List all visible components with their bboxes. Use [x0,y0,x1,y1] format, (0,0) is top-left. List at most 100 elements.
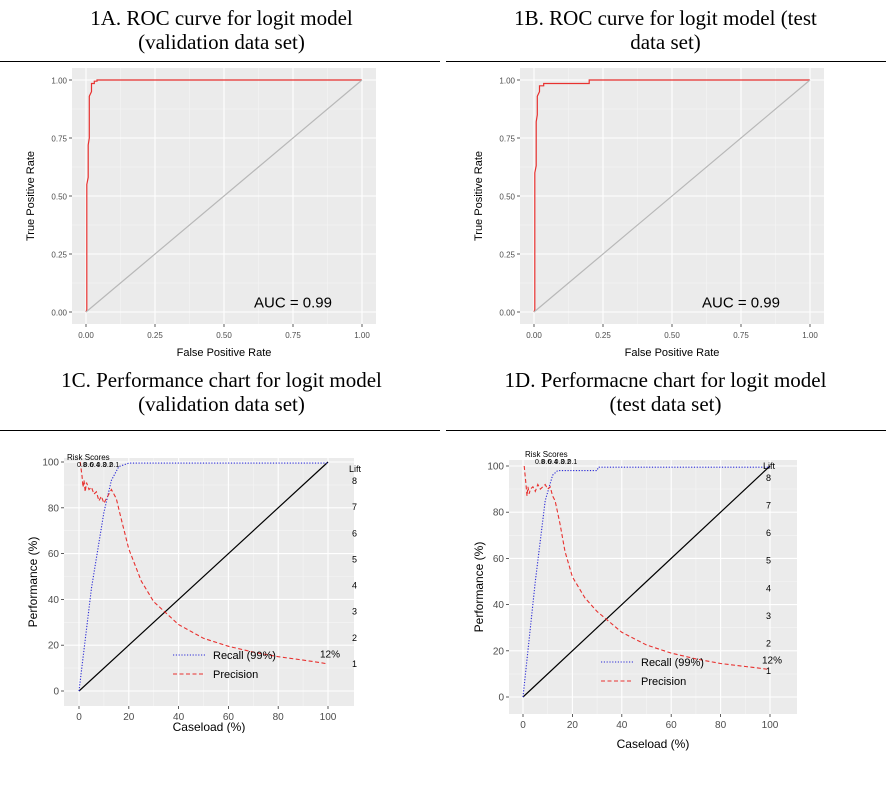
roc-a-roc-curve [85,79,362,313]
perf-d-xtick-label: 0 [520,720,526,731]
perf-d-lift-tick: 5 [766,556,771,566]
perf-c-risk-score: 0.4 [90,462,100,469]
perf-d-random-line [522,465,771,698]
perf-d-ytick-label: 60 [493,554,505,565]
perf-d-end-label: 12% [762,655,782,666]
roc-b-xtick-label: 0.75 [733,331,749,340]
roc-b-diagonal-line [533,79,811,313]
perf-c-lift-tick: 8 [352,476,357,486]
roc-a-x-axis-label: False Positive Rate [177,347,272,359]
perf-c-panel [64,458,354,706]
roc-b-ytick-label: 0.50 [499,193,515,202]
perf-d-risk-score: 0.4 [548,459,558,466]
perf-c-xtick-label: 20 [123,712,135,723]
perf-c-ytick-label: 0 [53,687,59,698]
roc-b-x-axis-label: False Positive Rate [625,347,720,359]
perf-c-ytick-label: 100 [42,458,59,469]
perf-d-risk-score: 0.1 [568,459,578,466]
roc-a-diagonal-line [85,79,363,313]
perf-d-ytick-label: 100 [487,462,504,473]
roc-b-ytick-label: 1.00 [499,77,515,86]
roc-b-ytick-label: 0.25 [499,251,515,260]
rule-mid-left [0,430,440,431]
caption-1d-line2: (test data set) [609,392,722,416]
perf-d-ytick-label: 80 [493,508,505,519]
perf-c-ytick-label: 40 [48,595,60,606]
perf-c-ytick-label: 20 [48,641,60,652]
caption-1a-line1: 1A. ROC curve for logit model [90,6,353,30]
perf-c-lift-label: Lift [349,464,362,474]
roc-b-auc-label: AUC = 0.99 [702,294,780,311]
perf-c-lift-tick: 1 [352,659,357,669]
perf-c-xtick-label: 100 [320,712,337,723]
caption-1b-line2: data set) [630,30,701,54]
perf-d-ytick-label: 0 [498,693,504,704]
perf-d-risk-score: 0.3 [555,459,565,466]
roc-a-xtick-label: 0.00 [78,331,94,340]
roc-b-xtick-label: 0.50 [664,331,680,340]
perf-c-y-axis-label: Performance (%) [26,537,40,628]
roc-a-xtick-label: 1.00 [354,331,370,340]
perf-d-x-axis-label: Caseload (%) [617,737,690,751]
roc-b-xtick-label: 1.00 [802,331,818,340]
perf-c-legend-precision-label: Precision [213,669,258,681]
roc-b-ytick-label: 0.75 [499,135,515,144]
perf-c-ytick-label: 80 [48,503,60,514]
perf-d-panel [509,460,797,714]
roc-a-ytick-label: 0.50 [51,193,67,202]
perf-d-lift-label: Lift [763,461,776,471]
roc-a-xtick-label: 0.75 [285,331,301,340]
rule-top-left [0,61,440,62]
perf-d-lift-tick: 3 [766,611,771,621]
perf-c-legend-recall-label: Recall (99%) [213,650,276,662]
perf-c-series-precision [79,461,326,665]
perf-c-xtick-label: 40 [173,712,185,723]
perf-c-lift-tick: 2 [352,633,357,643]
perf-d-risk-scores-label: Risk Scores [525,450,568,459]
caption-1d: 1D. Performacne chart for logit model (t… [444,368,887,416]
performance-chart-validation: 0 20 40 60 80 100 0 20 40 60 80 100 Caseload (%) Perf… [26,453,362,733]
perf-c-xtick-label: 0 [76,712,82,723]
perf-d-lift-tick: 1 [766,666,771,676]
caption-1b: 1B. ROC curve for logit model (test data… [444,6,887,54]
perf-c-risk-score: 0.3 [97,462,107,469]
caption-1d-line1: 1D. Performacne chart for logit model [504,368,827,392]
perf-c-xtick-label: 80 [273,712,285,723]
caption-1a: 1A. ROC curve for logit model (validatio… [0,6,443,54]
perf-c-risk-scores-label: Risk Scores [67,453,110,462]
roc-b-roc-curve [533,79,810,313]
roc-a-xtick-label: 0.50 [216,331,232,340]
perf-d-lift-tick: 4 [766,583,771,593]
perf-c-lift-tick: 4 [352,581,357,591]
caption-1c-line2: (validation data set) [138,392,305,416]
perf-d-series-recall [522,466,770,698]
caption-1b-line1: 1B. ROC curve for logit model (test [514,6,817,30]
perf-d-legend-recall-label: Recall (99%) [641,657,704,669]
perf-d-lift-tick: 2 [766,638,771,648]
perf-d-risk-score: 0.6 [542,459,552,466]
roc-a-y-axis-label: True Positive Rate [25,151,37,241]
perf-c-risk-score: 0.1 [110,462,120,469]
roc-b-y-axis-label: True Positive Rate [473,151,485,241]
roc-a-ytick-label: 0.25 [51,251,67,260]
perf-c-x-axis-label: Caseload (%) [173,720,246,733]
perf-d-lift-tick: 8 [766,473,771,483]
caption-1c-line1: 1C. Performance chart for logit model [61,368,382,392]
perf-c-lift-tick: 6 [352,528,357,538]
rule-mid-right [446,430,886,431]
perf-c-risk-score: 0.6 [84,462,94,469]
perf-d-xtick-label: 20 [567,720,579,731]
perf-d-lift-tick: 6 [766,528,771,538]
roc-b-xtick-label: 0.00 [526,331,542,340]
roc-chart-test: 0.00 0.25 0.50 0.75 1.00 0.00 0.25 0.50 0.75 1.00… [473,68,824,359]
perf-d-y-axis-label: Performance (%) [472,542,486,633]
caption-1a-line2: (validation data set) [138,30,305,54]
perf-c-lift-tick: 5 [352,554,357,564]
roc-chart-validation: 0.00 0.25 0.50 0.75 1.00 0.00 0.25 0.50 0.75 1.00… [25,68,376,359]
roc-a-ytick-label: 0.75 [51,135,67,144]
perf-d-ytick-label: 20 [493,646,505,657]
perf-c-ytick-label: 60 [48,549,60,560]
perf-c-xtick-label: 60 [223,712,235,723]
perf-d-xtick-label: 100 [762,720,779,731]
roc-a-auc-label: AUC = 0.99 [254,294,332,311]
